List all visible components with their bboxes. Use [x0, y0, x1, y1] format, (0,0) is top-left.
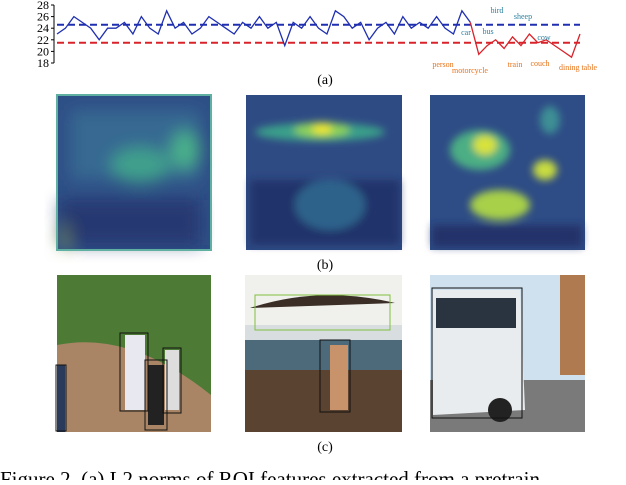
annotation: car — [461, 28, 471, 37]
line-series — [469, 22, 581, 59]
y-tick-label: 20 — [37, 44, 49, 58]
annotation: dining table — [559, 63, 597, 72]
line-series — [56, 9, 471, 48]
panel-label: (c) — [317, 440, 333, 455]
photo — [245, 275, 402, 432]
photo — [430, 275, 585, 432]
annotation: person — [432, 60, 453, 69]
annotation: train — [508, 60, 523, 69]
heatmap — [56, 94, 212, 251]
caption: Figure 2. (a) L2 norms of ROI features e… — [0, 467, 540, 480]
panel-label: (b) — [317, 258, 334, 273]
heatmap — [430, 95, 585, 250]
y-tick-label: 28 — [37, 0, 49, 12]
annotation: motorcycle — [452, 66, 488, 75]
annotation: bus — [482, 27, 493, 36]
annotation: sheep — [514, 12, 532, 21]
y-tick-label: 24 — [37, 21, 49, 35]
heatmap — [246, 95, 402, 250]
panel-label: (a) — [317, 73, 333, 88]
y-tick-label: 18 — [37, 56, 49, 70]
annotation: couch — [530, 59, 549, 68]
y-tick-label: 22 — [37, 33, 49, 47]
annotation: bird — [491, 6, 504, 15]
annotation: cow — [537, 33, 551, 42]
photo — [55, 275, 211, 432]
y-tick-label: 26 — [37, 10, 49, 24]
